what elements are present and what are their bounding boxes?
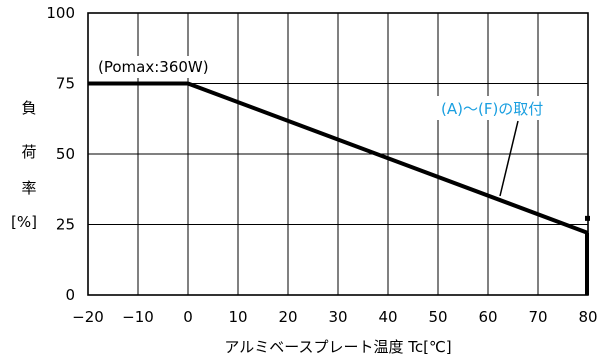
y-tick-label: 100 [46, 4, 75, 22]
y-label-char: [%] [11, 213, 37, 231]
y-tick-label: 50 [56, 145, 75, 163]
x-tick-label: 30 [328, 308, 347, 326]
y-tick-label: 25 [56, 216, 75, 234]
annotation-pomax: (Pomax:360W) [98, 58, 209, 76]
annotations: (Pomax:360W) (A)～(F)の取付 [94, 56, 585, 196]
x-tick-label: 60 [478, 308, 497, 326]
x-tick-label: 20 [278, 308, 297, 326]
y-label-char: 負 [21, 99, 36, 117]
y-tick-label: 75 [56, 75, 75, 93]
x-tick-label: −20 [72, 308, 104, 326]
x-tick-label: 0 [183, 308, 193, 326]
y-axis-label: 負荷率 [%] [11, 99, 37, 231]
annotation-leader-line [500, 121, 518, 196]
x-tick-labels: −20 −10 0 10 20 30 40 50 60 70 80 [72, 308, 597, 326]
y-tick-label: 0 [65, 286, 75, 304]
x-tick-label: 40 [378, 308, 397, 326]
grid [88, 13, 588, 295]
y-label-char: 荷 [21, 143, 36, 161]
y-label-char: 率 [21, 179, 36, 197]
x-tick-label: −10 [122, 308, 154, 326]
annotation-mounting: (A)～(F)の取付 [441, 100, 543, 118]
y-tick-labels: 0 25 50 75 100 [46, 4, 75, 304]
x-tick-label: 10 [228, 308, 247, 326]
x-tick-label: 80 [578, 308, 597, 326]
x-tick-label: 70 [528, 308, 547, 326]
x-tick-label: 50 [428, 308, 447, 326]
cutoff-marker [585, 216, 590, 221]
x-axis-label: アルミベースプレート温度 Tc[℃] [224, 338, 451, 356]
